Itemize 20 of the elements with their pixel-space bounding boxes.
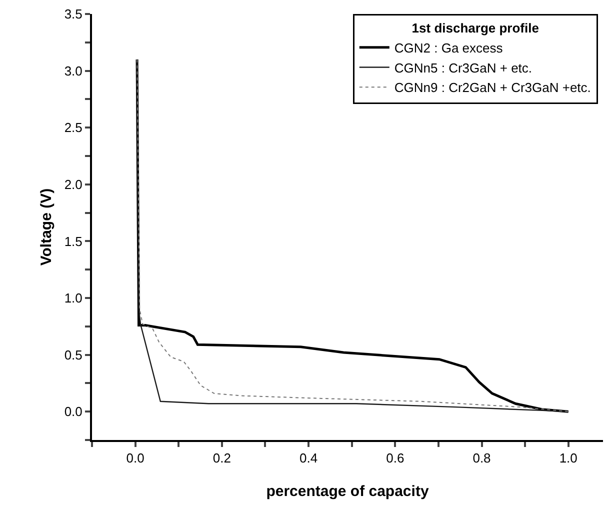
y-tick-label: 3.0 [64,63,82,78]
y-tick-label: 2.5 [64,120,82,136]
y-tick-label: 0.5 [64,347,82,362]
x-axis-title: percentage of capacity [266,483,430,500]
y-tick-label: 1.0 [64,290,82,306]
y-axis-title: Voltage (V) [38,188,55,266]
y-tick-label: 2.0 [64,176,82,192]
legend-label: CGN2 : Ga excess [394,40,504,56]
x-tick-label: 0.4 [299,450,318,466]
x-tick-label: 0.2 [212,450,231,466]
x-tick-label: 0.8 [472,450,491,466]
y-tick-label: 0.0 [64,404,82,420]
y-tick-label: 1.5 [64,234,82,249]
x-tick-label: 1.0 [559,450,578,466]
legend-title: 1st discharge profile [412,20,539,36]
x-tick-label: 0.0 [126,450,144,466]
legend-label: CGNn5 : Cr3GaN + etc. [394,60,532,76]
legend-label: CGNn9 : Cr2GaN + Cr3GaN +etc. [394,80,591,96]
x-tick-label: 0.6 [386,450,404,466]
y-tick-label: 3.5 [64,6,82,22]
